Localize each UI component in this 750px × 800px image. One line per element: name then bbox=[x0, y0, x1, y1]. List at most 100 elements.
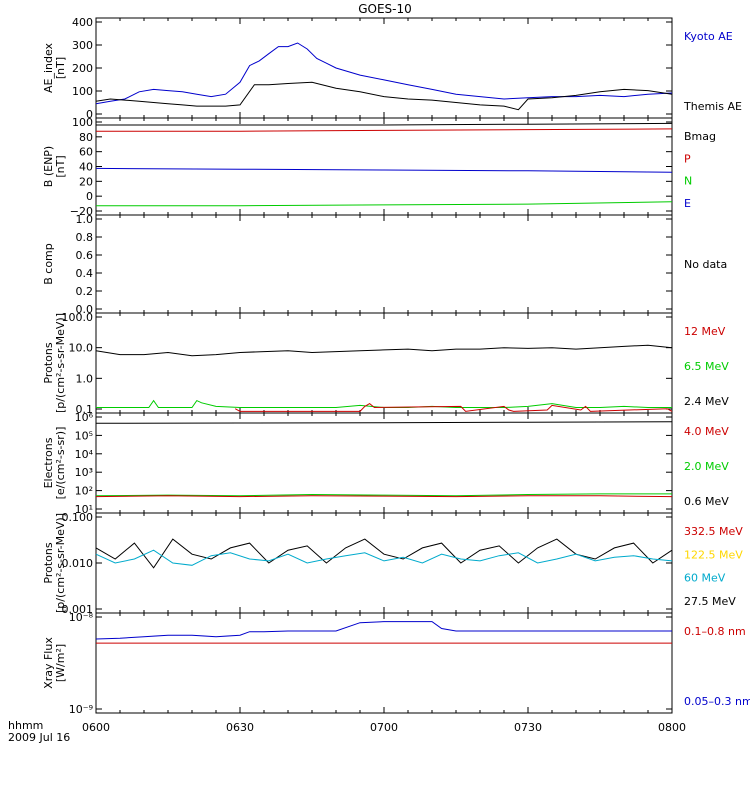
legend-entry: 6.5 MeV bbox=[684, 360, 729, 373]
series-line bbox=[95, 493, 672, 497]
y-tick-label: 100 bbox=[72, 85, 93, 98]
y-tick-label: 1.0 bbox=[76, 213, 94, 226]
y-tick-label: −20 bbox=[70, 205, 93, 218]
y-axis-label-units: [W/m²] bbox=[54, 644, 67, 682]
series-line bbox=[95, 167, 673, 173]
panel-frame bbox=[95, 512, 673, 614]
y-tick-label: 300 bbox=[72, 39, 93, 52]
series-line bbox=[95, 421, 673, 424]
y-axis-label: Xray Flux [W/m²] bbox=[42, 637, 67, 689]
legend-entry: 12 MeV bbox=[684, 325, 726, 338]
legend-entry: 27.5 MeV bbox=[684, 595, 736, 608]
panel-ae: 400 300 200 100 0 AE_index [nT] Kyoto AE Themis … bbox=[42, 16, 742, 121]
y-tick-label: 10⁻⁸ bbox=[69, 611, 94, 624]
series-line bbox=[95, 81, 673, 111]
series-line bbox=[234, 402, 673, 412]
y-axis-label-units: [nT] bbox=[54, 155, 67, 177]
series-line bbox=[95, 495, 673, 498]
y-axis-label-units: [p/(cm²-s-sr-MeV)] bbox=[54, 513, 67, 613]
x-tick-label: 0700 bbox=[370, 721, 398, 734]
legend-entry: Themis AE bbox=[683, 100, 742, 113]
y-tick-label: 20 bbox=[79, 175, 93, 188]
y-tick-label: 1.0 bbox=[76, 372, 94, 385]
series-line bbox=[95, 621, 672, 640]
x-date-label: 2009 Jul 16 bbox=[8, 731, 70, 744]
y-tick-label: 10⁻⁹ bbox=[69, 703, 93, 716]
legend-entry: P bbox=[684, 152, 691, 165]
y-axis-label-units: [e/(cm²-s-sr)] bbox=[54, 427, 67, 500]
series-line bbox=[96, 201, 673, 207]
x-tick-label: 0800 bbox=[658, 721, 686, 734]
legend-entry: No data bbox=[684, 258, 727, 271]
legend-entry: 0.6 MeV bbox=[684, 495, 729, 508]
y-tick-label: 100 bbox=[72, 116, 93, 129]
series-line bbox=[96, 122, 673, 126]
y-tick-label: 0.0 bbox=[76, 303, 94, 316]
panel-frame bbox=[95, 117, 673, 216]
x-units-label: hhmm bbox=[8, 719, 43, 732]
panel-protons_low: 100.0 10.0 1.0 0.1 Protons [p/(cm²-s-sr-MeV)]… bbox=[42, 311, 729, 416]
series-line bbox=[96, 128, 673, 132]
y-tick-label: 10.0 bbox=[69, 342, 94, 355]
y-tick-label: 10² bbox=[75, 485, 93, 498]
series-line bbox=[95, 549, 673, 566]
y-tick-label: 0.2 bbox=[76, 285, 94, 298]
y-tick-label: 10¹ bbox=[75, 503, 93, 516]
y-tick-label: 0.010 bbox=[62, 557, 94, 570]
y-axis-label-name: B (ENP) bbox=[42, 146, 55, 187]
y-tick-label: 0 bbox=[86, 190, 93, 203]
series-line bbox=[95, 538, 673, 569]
y-axis-label-name: B comp bbox=[42, 243, 55, 285]
legend-entry: Kyoto AE bbox=[684, 30, 733, 43]
y-axis-label: Protons [p/(cm²-s-sr-MeV)] bbox=[42, 313, 67, 413]
y-axis-label-name: Electrons bbox=[42, 437, 55, 488]
legend-entry: 0.05–0.3 nm bbox=[684, 695, 750, 708]
legend-entry: 2.0 MeV bbox=[684, 460, 729, 473]
y-tick-label: 80 bbox=[79, 131, 93, 144]
y-tick-label: 0.1 bbox=[76, 403, 94, 416]
y-tick-label: 400 bbox=[72, 16, 93, 29]
y-tick-label: 10⁵ bbox=[75, 429, 93, 442]
y-axis-label: AE_index [nT] bbox=[42, 42, 67, 93]
y-tick-label: 10³ bbox=[75, 466, 93, 479]
panel-bcomp: 1.0 0.8 0.6 0.4 0.2 0.0 B comp No data bbox=[42, 213, 727, 316]
y-tick-label: 0 bbox=[86, 108, 93, 121]
chart-title: GOES-10 bbox=[358, 2, 412, 16]
y-tick-label: 200 bbox=[72, 62, 93, 75]
legend-entry: 60 MeV bbox=[684, 572, 726, 585]
series-line bbox=[96, 399, 672, 408]
panel-frame bbox=[95, 412, 673, 514]
y-tick-label: 0.4 bbox=[76, 267, 94, 280]
y-axis-label: Protons [p/(cm²-s-sr-MeV)] bbox=[42, 513, 67, 613]
legend-entry: 122.5 MeV bbox=[684, 548, 743, 561]
y-axis-label-name: Protons bbox=[42, 342, 55, 383]
y-tick-label: 0.001 bbox=[62, 603, 94, 616]
legend-entry: 2.4 MeV bbox=[684, 395, 729, 408]
y-tick-label: 0.6 bbox=[76, 249, 94, 262]
y-tick-label: 60 bbox=[79, 146, 93, 159]
y-tick-label: 10⁶ bbox=[75, 411, 94, 424]
series-line bbox=[95, 42, 673, 105]
legend-entry: 0.1–0.8 nm bbox=[684, 625, 746, 638]
y-tick-label: 40 bbox=[79, 161, 93, 174]
y-axis-label-units: [nT] bbox=[54, 57, 67, 79]
legend-entry: Bmag bbox=[684, 130, 716, 143]
x-tick-label: 0730 bbox=[514, 721, 542, 734]
legend-entry: N bbox=[684, 175, 692, 188]
panel-electrons: 10⁶ 10⁵ 10⁴ 10³ 10² 10¹ Electrons [e/(cm²-s-sr)… bbox=[42, 411, 729, 516]
panel-frame bbox=[95, 612, 673, 714]
panel-frame bbox=[95, 17, 673, 119]
panel-frame bbox=[95, 312, 673, 414]
legend-entry: 4.0 MeV bbox=[684, 425, 729, 438]
y-tick-label: 0.100 bbox=[62, 511, 94, 524]
panel-xray: 10⁻⁸ 10⁻⁹ Xray Flux [W/m²] 0.1–0.8 nm 0.05–0.… bbox=[42, 611, 750, 716]
y-axis-label-name: AE_index bbox=[42, 42, 55, 93]
y-tick-label: 0.8 bbox=[76, 231, 94, 244]
y-axis-label: Electrons [e/(cm²-s-sr)] bbox=[42, 427, 67, 500]
y-tick-label: 100.0 bbox=[62, 311, 94, 324]
y-axis-label-name: Protons bbox=[42, 542, 55, 583]
x-tick-label: 0600 bbox=[82, 721, 110, 734]
